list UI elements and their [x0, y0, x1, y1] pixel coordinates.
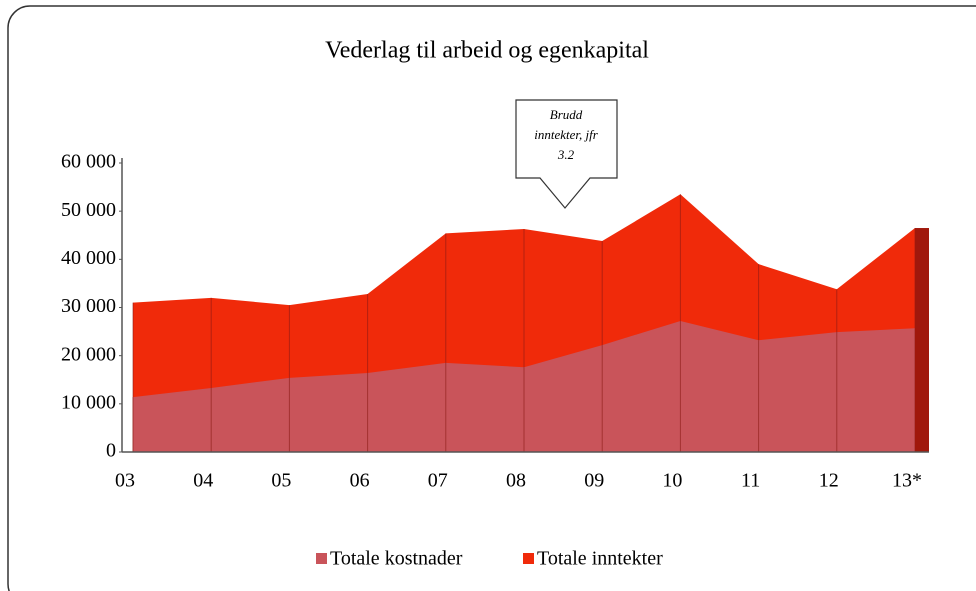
callout-arrow	[515, 99, 618, 209]
y-tick-label: 20 000	[61, 343, 116, 365]
callout-text: 3.2	[557, 147, 575, 162]
y-tick-label: 40 000	[61, 247, 116, 269]
legend-swatch	[523, 553, 534, 564]
x-tick-label: 10	[662, 470, 682, 492]
y-tick-label: 50 000	[61, 199, 116, 221]
legend-label: Totale kostnader	[330, 548, 463, 570]
x-tick-label: 13*	[892, 470, 922, 492]
x-tick-label: 07	[428, 470, 448, 492]
callout-text: inntekter, jfr	[534, 127, 598, 142]
callout-text: Brudd	[550, 107, 583, 122]
y-tick-label: 60 000	[61, 151, 116, 173]
x-tick-label: 03	[115, 470, 135, 492]
x-tick-label: 12	[819, 470, 839, 492]
chart-title: Vederlag til arbeid og egenkapital	[325, 38, 649, 64]
plot-area: 0 10 000 20 000 30 000 40 000 50 000 60 000 03 0…	[61, 151, 929, 492]
legend-swatch	[316, 553, 327, 564]
y-tick-label: 30 000	[61, 295, 116, 317]
legend-label: Totale inntekter	[537, 548, 663, 570]
x-tick-label: 05	[271, 470, 291, 492]
x-tick-label: 09	[584, 470, 604, 492]
x-tick-label: 04	[193, 470, 213, 492]
y-tick-label: 10 000	[61, 391, 116, 413]
x-tick-label: 11	[741, 470, 760, 492]
x-tick-label: 06	[350, 470, 370, 492]
y-tick-label: 0	[106, 440, 116, 462]
area-side	[915, 328, 929, 452]
callout: Brudd inntekter, jfr 3.2	[515, 99, 618, 209]
x-tick-label: 08	[506, 470, 526, 492]
